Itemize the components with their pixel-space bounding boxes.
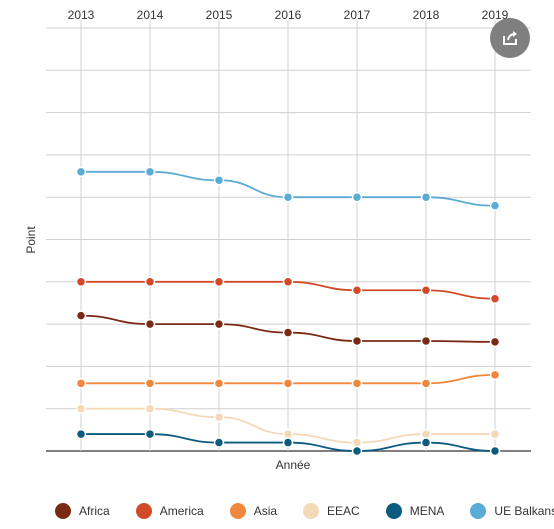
legend-swatch: [135, 503, 152, 519]
x-tick-label: 2013: [68, 8, 95, 22]
legend-label: EEAC: [327, 504, 360, 518]
legend-swatch: [470, 503, 487, 519]
data-point-africa[interactable]: [282, 327, 294, 338]
data-point-asia[interactable]: [144, 378, 156, 389]
data-point-africa[interactable]: [75, 310, 87, 321]
x-tick-label: 2018: [413, 8, 440, 22]
legend-item-africa[interactable]: Africa: [55, 503, 110, 519]
legend-item-asia[interactable]: Asia: [229, 503, 278, 519]
data-point-ue-balkans[interactable]: [282, 191, 294, 203]
data-point-mena[interactable]: [489, 445, 501, 457]
x-tick-label: 2014: [137, 8, 164, 22]
legend-item-mena[interactable]: MENA: [385, 503, 445, 519]
data-point-eeac[interactable]: [282, 428, 294, 440]
legend-label: UE Balkans: [494, 504, 554, 518]
data-point-mena[interactable]: [282, 437, 294, 448]
y-axis-title: Point: [24, 226, 38, 254]
data-point-eeac[interactable]: [351, 437, 363, 448]
x-tick-label: 2017: [344, 8, 371, 22]
legend-swatch: [303, 503, 320, 519]
data-point-asia[interactable]: [489, 369, 501, 381]
data-point-asia[interactable]: [213, 378, 225, 389]
legend-swatch: [385, 503, 402, 519]
legend-label: America: [159, 504, 204, 518]
data-point-mena[interactable]: [75, 428, 87, 440]
legend-item-eeac[interactable]: EEAC: [303, 503, 360, 519]
legend-swatch: [229, 503, 246, 519]
data-point-mena[interactable]: [420, 437, 432, 448]
data-point-mena[interactable]: [144, 428, 156, 440]
data-point-america[interactable]: [489, 293, 501, 304]
data-point-america[interactable]: [213, 276, 225, 288]
legend-item-america[interactable]: America: [135, 503, 204, 519]
data-point-asia[interactable]: [420, 378, 432, 389]
data-point-ue-balkans[interactable]: [75, 166, 87, 178]
data-point-eeac[interactable]: [420, 428, 432, 440]
data-point-asia[interactable]: [75, 378, 87, 389]
data-point-africa[interactable]: [489, 336, 501, 348]
x-axis-title: Année: [276, 458, 311, 472]
legend-label: MENA: [409, 504, 445, 518]
data-point-america[interactable]: [144, 276, 156, 288]
data-point-asia[interactable]: [282, 378, 294, 389]
data-point-eeac[interactable]: [144, 403, 156, 414]
x-tick-labels: 2013 2014 2015 2016 2017 2018 2019: [68, 8, 509, 22]
data-point-ue-balkans[interactable]: [351, 191, 363, 203]
data-point-ue-balkans[interactable]: [144, 166, 156, 178]
data-point-america[interactable]: [282, 276, 294, 288]
legend-label: Asia: [253, 504, 278, 518]
data-point-america[interactable]: [351, 285, 363, 296]
data-point-africa[interactable]: [144, 318, 156, 330]
data-point-africa[interactable]: [351, 335, 363, 347]
data-point-ue-balkans[interactable]: [213, 175, 225, 186]
data-point-ue-balkans[interactable]: [420, 191, 432, 203]
data-point-mena[interactable]: [351, 445, 363, 457]
data-point-africa[interactable]: [420, 335, 432, 347]
data-point-mena[interactable]: [213, 437, 225, 448]
data-point-eeac[interactable]: [213, 411, 225, 423]
x-tick-label: 2015: [206, 8, 233, 22]
data-points: [75, 166, 501, 457]
chart-legend: Africa America Asia EEAC MENA UE Balkans: [55, 500, 554, 522]
data-point-eeac[interactable]: [489, 428, 501, 440]
data-point-america[interactable]: [420, 285, 432, 296]
data-point-eeac[interactable]: [75, 403, 87, 414]
data-point-asia[interactable]: [351, 378, 363, 389]
x-tick-label: 2016: [275, 8, 302, 22]
legend-swatch: [55, 503, 71, 519]
share-button[interactable]: [490, 18, 530, 58]
share-icon: [503, 31, 517, 45]
legend-label: Africa: [79, 504, 110, 518]
data-point-america[interactable]: [75, 276, 87, 288]
legend-item-ue-balkans[interactable]: UE Balkans: [470, 503, 554, 519]
data-point-ue-balkans[interactable]: [489, 200, 501, 211]
data-point-africa[interactable]: [213, 318, 225, 330]
